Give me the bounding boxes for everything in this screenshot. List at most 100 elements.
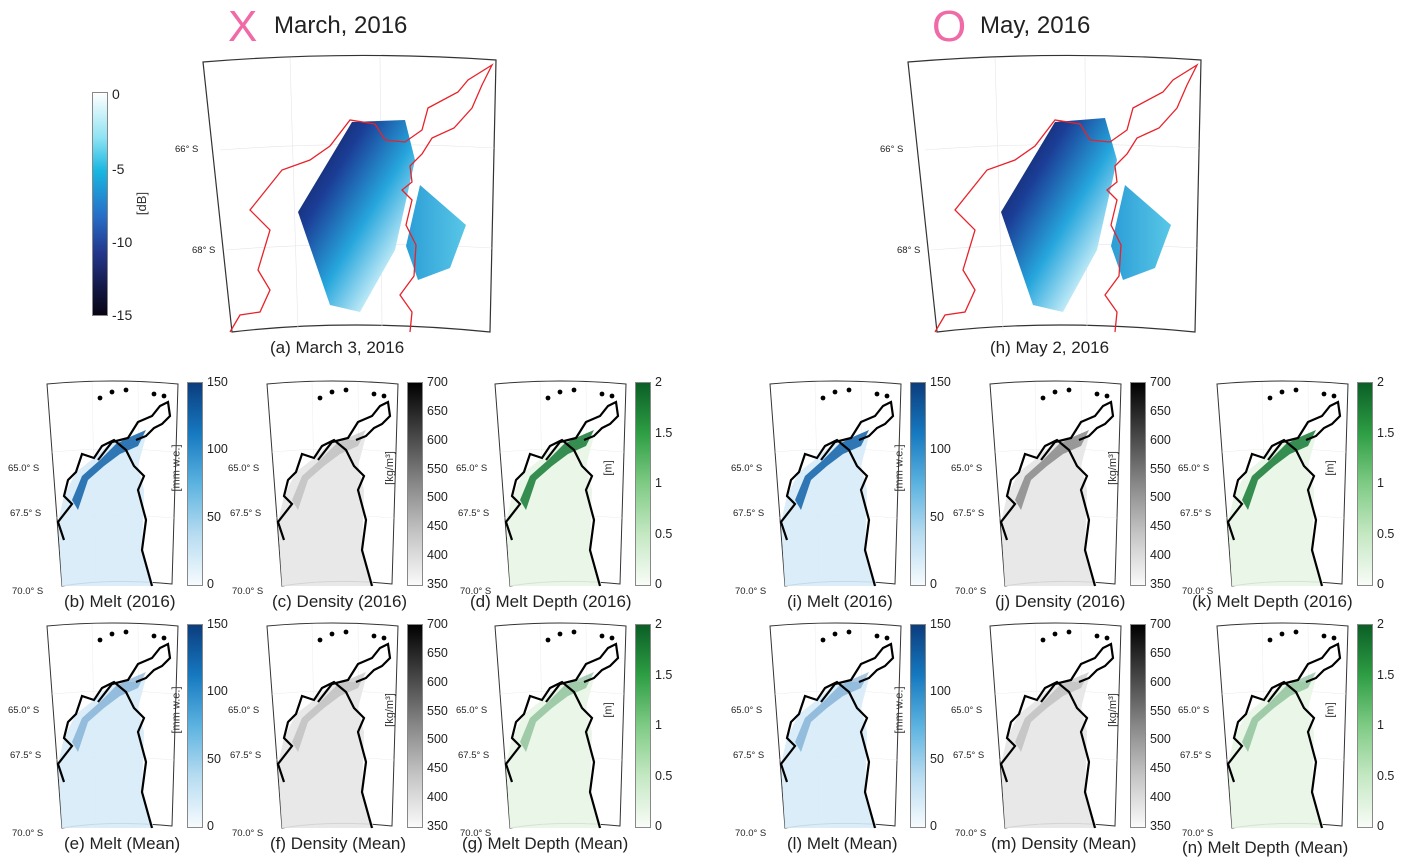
lat-label-l-2: 70.0° S [735, 828, 767, 839]
colorbar-tick-n-3: 0.5 [1377, 768, 1395, 783]
colorbar-unit-g: [m] [602, 702, 615, 718]
sar-lat-right-66: 66° S [880, 144, 904, 155]
colorbar-tick-g-0: 2 [655, 617, 662, 631]
lat-label-n-2: 70.0° S [1182, 828, 1214, 839]
colorbar-unit-m: [kg/m³] [1106, 693, 1119, 727]
map-hotspot [1242, 672, 1316, 752]
colorbar-m [1130, 624, 1146, 828]
map-l [769, 622, 902, 829]
lat-label-d-2: 70.0° S [460, 586, 492, 597]
map-island [109, 631, 115, 637]
map-island [1267, 395, 1273, 401]
map-island [161, 635, 167, 641]
colorbar-tick-d-3: 0.5 [655, 526, 673, 541]
sar-colorbar [92, 92, 108, 316]
colorbar-n [1357, 624, 1373, 828]
colorbar-tick-k-1: 1.5 [1377, 425, 1395, 440]
lat-label-d-0: 65.0° S [456, 463, 488, 474]
map-island [343, 387, 349, 393]
colorbar-tick-n-1: 1.5 [1377, 667, 1395, 682]
map-island [1066, 629, 1072, 635]
colorbar-tick-c-3: 550 [427, 461, 448, 476]
map-island [609, 393, 615, 399]
colorbar-e [187, 624, 203, 828]
map-island [609, 635, 615, 641]
map-hotspot [1015, 430, 1089, 510]
colorbar-tick-j-0: 700 [1150, 375, 1171, 389]
map-n [1216, 622, 1349, 829]
sar-lat-left-68: 68° S [192, 245, 216, 256]
colorbar-tick-c-5: 450 [427, 519, 448, 534]
map-e [46, 622, 179, 829]
map-island [1052, 631, 1058, 637]
colorbar-tick-j-3: 550 [1150, 461, 1171, 476]
sar-unit: [dB] [134, 191, 150, 216]
map-hotspot [72, 430, 146, 510]
map-field [506, 436, 602, 586]
colorbar-tick-c-2: 600 [427, 432, 448, 447]
map-island [1104, 635, 1110, 641]
lat-label-m-1: 67.5° S [953, 750, 985, 761]
map-island [1040, 395, 1046, 401]
map-island [109, 389, 115, 395]
map-island [874, 633, 880, 639]
colorbar-tick-l-2: 50 [930, 751, 944, 766]
map-island [371, 391, 377, 397]
lat-label-c-0: 65.0° S [228, 463, 260, 474]
map-f [266, 622, 399, 829]
colorbar-tick-k-3: 0.5 [1377, 526, 1395, 541]
map-island [832, 389, 838, 395]
map-coast [504, 680, 602, 829]
colorbar-tick-i-1: 100 [930, 442, 951, 457]
sar-lat-left-66: 66° S [175, 144, 199, 155]
colorbar-tick-m-7: 350 [1150, 819, 1171, 833]
lat-label-f-1: 67.5° S [230, 750, 262, 761]
map-d [494, 380, 627, 587]
colorbar-c [407, 382, 423, 586]
map-coast [779, 438, 877, 587]
colorbar-tick-d-1: 1.5 [655, 425, 673, 440]
map-coast [1226, 680, 1324, 829]
map-island [884, 635, 890, 641]
map-island [317, 395, 323, 401]
map-coast-islands [317, 642, 392, 703]
map-coast-islands [1040, 642, 1115, 703]
map-hotspot [292, 672, 366, 752]
lat-label-k-0: 65.0° S [1178, 463, 1210, 474]
colorbar-tick-b-3: 0 [207, 577, 214, 591]
colorbar-tick-f-3: 550 [427, 703, 448, 718]
map-island [545, 637, 551, 643]
colorbar-tick-f-2: 600 [427, 674, 448, 689]
caption-j: (j) Density (2016) [995, 592, 1126, 611]
map-hotspot [292, 430, 366, 510]
map-field [506, 678, 602, 828]
map-island [123, 387, 129, 393]
map-island [1040, 637, 1046, 643]
sar-lat-right-68: 68° S [897, 245, 921, 256]
map-island [846, 629, 852, 635]
map-island [151, 391, 157, 397]
map-field [278, 436, 374, 586]
lat-label-c-1: 67.5° S [230, 508, 262, 519]
colorbar-unit-f: [kg/m³] [383, 693, 396, 727]
map-coast-islands [1040, 400, 1115, 461]
map-m [989, 622, 1122, 829]
map-island [1279, 631, 1285, 637]
sar-map-left [202, 54, 497, 333]
caption-a: (a) March 3, 2016 [270, 338, 405, 357]
map-g [494, 622, 627, 829]
colorbar-tick-m-4: 500 [1150, 732, 1171, 747]
colorbar-tick-d-0: 2 [655, 375, 662, 389]
colorbar-tick-l-3: 0 [930, 819, 937, 833]
colorbar-tick-n-4: 0 [1377, 819, 1384, 833]
colorbar-tick-i-0: 150 [930, 375, 951, 389]
caption-h: (h) May 2, 2016 [990, 338, 1110, 357]
colorbar-tick-j-2: 600 [1150, 432, 1171, 447]
caption-k: (k) Melt Depth (2016) [1192, 592, 1353, 611]
map-island [832, 631, 838, 637]
map-island [1331, 635, 1337, 641]
colorbar-unit-b: [mm w.e.] [170, 444, 183, 492]
caption-g: (g) Melt Depth (Mean) [462, 834, 629, 853]
map-field [278, 678, 374, 828]
colorbar-tick-n-2: 1 [1377, 718, 1384, 732]
